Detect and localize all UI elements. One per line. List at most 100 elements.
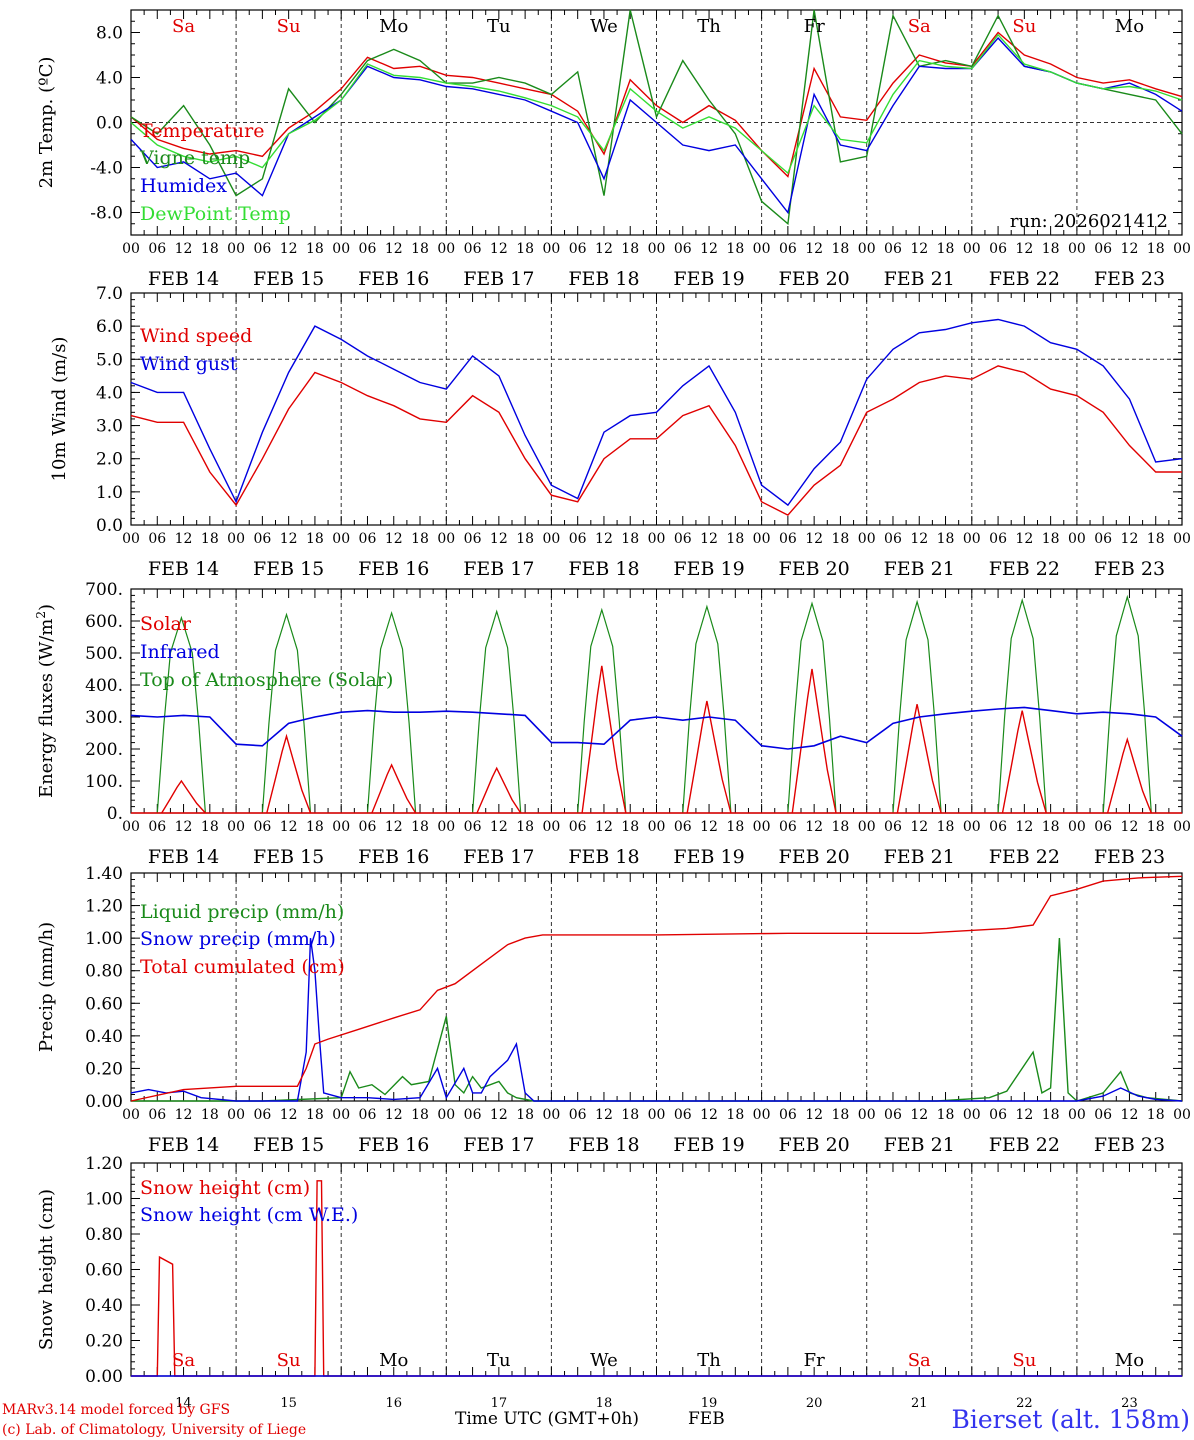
hour-tick-label: 00 xyxy=(437,1107,455,1123)
y-tick-label: 0.60 xyxy=(85,1261,123,1281)
day-label: FEB 16 xyxy=(358,558,429,580)
y-tick-label: 0.20 xyxy=(85,1059,123,1079)
hour-tick-label: 12 xyxy=(1121,241,1139,257)
weekday-label: Fr xyxy=(804,1350,825,1371)
series-line xyxy=(130,875,1183,1102)
solar-curve xyxy=(371,763,417,814)
day-number: 19 xyxy=(701,1396,718,1411)
hour-tick-label: 00 xyxy=(963,819,981,835)
hour-tick-label: 00 xyxy=(858,241,876,257)
day-label: FEB 15 xyxy=(253,558,324,580)
hour-tick-label: 00 xyxy=(753,819,771,835)
hour-tick-label: 06 xyxy=(674,531,692,547)
day-number: 20 xyxy=(806,1396,823,1411)
hour-tick-label: 06 xyxy=(148,819,166,835)
hour-tick-label: 18 xyxy=(832,531,850,547)
y-tick-label: 0. xyxy=(107,804,123,824)
y-tick-label: 4.0 xyxy=(96,69,123,89)
hour-tick-label: 06 xyxy=(989,819,1007,835)
hour-tick-label: 12 xyxy=(490,1107,508,1123)
weekday-label: Th xyxy=(697,16,721,37)
hour-tick-label: 06 xyxy=(464,819,482,835)
hour-tick-label: 06 xyxy=(779,1107,797,1123)
hour-tick-label: 00 xyxy=(753,241,771,257)
hour-tick-label: 12 xyxy=(175,531,193,547)
weekday-label: Sa xyxy=(172,1350,195,1371)
toa-curve xyxy=(1102,594,1152,814)
hour-tick-label: 12 xyxy=(175,241,193,257)
hour-tick-label: 12 xyxy=(910,1107,928,1123)
toa-curve xyxy=(787,601,837,814)
hour-tick-label: 00 xyxy=(332,241,350,257)
y-tick-label: 0.80 xyxy=(85,1225,123,1245)
hour-tick-label: 12 xyxy=(175,819,193,835)
hour-tick-label: 18 xyxy=(201,819,219,835)
hour-tick-label: 00 xyxy=(542,241,560,257)
y-axis-label-tail: ) xyxy=(36,604,57,611)
hour-tick-label: 18 xyxy=(621,241,639,257)
y-tick-label: -8.0 xyxy=(90,204,123,224)
weekday-label: Mo xyxy=(1115,16,1144,37)
weekday-label: Mo xyxy=(379,1350,408,1371)
day-label: FEB 14 xyxy=(148,846,219,868)
panel-1: -8.0 -4.0 0.0 4.0 8.0 2m Temp. (ºC) Temperatur… xyxy=(36,9,1191,290)
hour-tick-label: 18 xyxy=(832,241,850,257)
hour-tick-label: 18 xyxy=(201,241,219,257)
day-label: FEB 18 xyxy=(568,1134,639,1156)
day-label: FEB 23 xyxy=(1094,846,1165,868)
legend-entry: Solar xyxy=(140,613,192,635)
weekday-label: Su xyxy=(1012,16,1036,37)
y-tick-label: 4.0 xyxy=(96,383,123,403)
hour-tick-label: 18 xyxy=(726,819,744,835)
hour-tick-label: 18 xyxy=(1147,241,1165,257)
credit-line-1: MARv3.14 model forced by GFS xyxy=(2,1402,230,1418)
day-number: 17 xyxy=(491,1396,508,1411)
legend-entry: DewPoint Temp xyxy=(140,203,291,225)
hour-tick-label: 12 xyxy=(280,241,298,257)
hour-tick-label: 12 xyxy=(910,531,928,547)
hour-tick-label: 00 xyxy=(227,531,245,547)
hour-tick-label: 00 xyxy=(858,1107,876,1123)
hour-tick-label: 18 xyxy=(832,819,850,835)
hour-tick-label: 06 xyxy=(884,1107,902,1123)
hour-tick-label: 18 xyxy=(201,531,219,547)
day-label: FEB 22 xyxy=(989,1134,1060,1156)
hour-tick-label: 06 xyxy=(674,1107,692,1123)
hour-tick-label: 18 xyxy=(726,531,744,547)
hour-tick-label: 12 xyxy=(280,531,298,547)
hour-tick-label: 18 xyxy=(621,1107,639,1123)
day-label: FEB 23 xyxy=(1094,1134,1165,1156)
hour-tick-label: 00 xyxy=(437,241,455,257)
weekday-label: Su xyxy=(277,16,301,37)
y-tick-label: 0.0 xyxy=(96,516,123,536)
weekday-label: Tu xyxy=(487,1350,511,1371)
legend-entry: Snow precip (mm/h) xyxy=(140,928,336,950)
hour-tick-label: 06 xyxy=(1094,241,1112,257)
hour-tick-label: 12 xyxy=(490,531,508,547)
toa-curve xyxy=(892,599,942,814)
y-axis-label: Precip (mm/h) xyxy=(36,922,57,1052)
y-tick-label: 0.00 xyxy=(85,1092,123,1112)
hour-tick-label: 06 xyxy=(359,531,377,547)
legend-entry: Wind speed xyxy=(140,325,252,347)
hour-tick-label: 00 xyxy=(227,1107,245,1123)
hour-tick-label: 12 xyxy=(385,241,403,257)
x-axis-title: Time UTC (GMT+0h) xyxy=(455,1409,639,1429)
hour-tick-label: 00 xyxy=(1068,241,1086,257)
day-label: FEB 14 xyxy=(148,558,219,580)
series-line xyxy=(130,37,1183,215)
hour-tick-label: 18 xyxy=(937,241,955,257)
y-tick-label: 0.60 xyxy=(85,994,123,1014)
day-label: FEB 21 xyxy=(884,846,955,868)
series-line xyxy=(130,318,1183,507)
weekday-label: Sa xyxy=(172,16,195,37)
y-tick-label: 0.40 xyxy=(85,1027,123,1047)
meteogram-panels: -8.0 -4.0 0.0 4.0 8.0 2m Temp. (ºC) Temperatur… xyxy=(34,9,1191,1411)
series-line xyxy=(130,938,1183,1102)
hour-tick-label: 12 xyxy=(805,1107,823,1123)
legend-entry: Humidex xyxy=(140,175,227,197)
run-label: run: 2026021412 xyxy=(1010,211,1168,232)
solar-curve xyxy=(581,665,627,814)
y-tick-label: 1.0 xyxy=(96,483,123,503)
y-tick-label: 1.00 xyxy=(85,929,123,949)
